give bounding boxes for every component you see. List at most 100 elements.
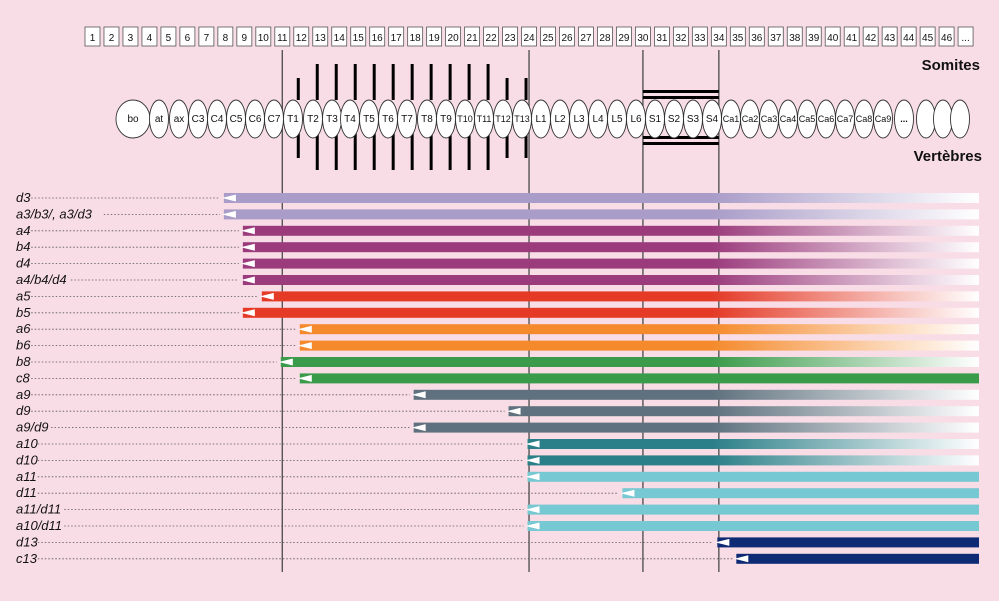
expression-bar [527,439,979,449]
somite-box: 15 [350,26,367,47]
gene-label: a4 [16,223,30,238]
vertebra: C5 [226,99,246,139]
sacral-bar [642,90,719,93]
vertebra: S4 [702,99,722,139]
sacral-bar [642,136,719,139]
somite-box: 34 [710,26,727,47]
vertebra-label: L5 [611,114,623,125]
vertebra-label: ... [900,114,908,124]
somite-number: 37 [770,33,782,44]
gene-row: a11/d11 [16,502,979,517]
somite-box: 40 [824,26,841,47]
vertebra-row: bo at ax C3 C4 C5 C6 C7 T1 T2 T3 T4 T5 T6 T7 T8 T9 T10 T11… [115,99,970,139]
somite-number: 17 [391,33,403,44]
vertebra-label: at [155,114,164,125]
somite-number: 7 [204,33,210,44]
vertebra-label: Ca5 [799,114,816,124]
vertebra-label: Ca1 [723,114,740,124]
gene-label: a5 [16,288,31,303]
expression-bar [527,504,979,515]
somite-box: 27 [578,26,594,47]
somite-box: 21 [464,26,481,47]
somite-number: 18 [410,33,422,44]
somite-number: 15 [353,33,365,44]
expression-bar [242,225,980,236]
gene-label: a11 [16,469,37,484]
anterior-limit-arrow [525,522,540,530]
somite-number: 36 [751,33,763,44]
gene-row: d9 [16,403,979,418]
vertebra: Ca1 [721,99,741,139]
expression-bar [622,488,979,499]
anterior-limit-arrow [221,210,236,218]
vertebra-label: L6 [630,114,642,125]
sacral-bar [642,96,719,99]
vertebrae-label: Vertèbres [914,148,982,165]
somite-row: 1 2 3 4 5 6 7 8 9 10 11 12 13 14 15 16 17 18 19 20 21 22 23 24 2… [84,26,974,47]
gene-row: a9/d9 [16,420,979,435]
somite-box: 13 [312,26,329,47]
sacral-bar [642,142,719,145]
somite-box: 36 [748,26,765,47]
vertebra: S3 [683,99,703,139]
gene-label: a10 [16,436,38,451]
somite-box: 4 [141,26,158,47]
expression-bar [261,291,979,302]
vertebra-label: S2 [668,114,681,125]
vertebra: C4 [207,99,227,139]
gene-row: b5 [16,305,980,320]
vertebra: ... [894,99,914,139]
vertebra: Ca4 [778,99,798,139]
somite-box: 3 [122,26,139,47]
gene-label: d13 [16,534,38,549]
vertebra: T8 [417,99,437,139]
vertebra: Ca3 [759,99,779,139]
somite-box: 19 [426,26,443,47]
vertebra-label: T13 [514,114,530,124]
anterior-limit-arrow [525,473,540,481]
vertebra-label: T1 [287,114,299,125]
vertebra-label: T11 [477,114,492,124]
somite-number: 45 [922,33,934,44]
somite-box: 35 [729,26,746,47]
vertebra: L1 [531,99,551,139]
somite-box: 37 [767,26,784,47]
somite-number: 3 [128,33,134,44]
anterior-limit-arrow [525,440,540,448]
gene-row: d4 [16,256,980,271]
anterior-limit-arrow [240,276,255,284]
somite-number: 27 [580,33,592,44]
somite-number: 22 [486,33,498,44]
gene-row: b8 [16,354,979,369]
vertebra: L5 [607,99,627,139]
gene-label: b8 [16,354,31,369]
vertebra-label: L4 [592,114,604,125]
somite-box: 9 [236,26,253,47]
somite-box: 20 [445,26,462,47]
vertebra: S2 [664,99,684,139]
gene-row: a4/b4/d4 [16,272,980,287]
vertebra-label: Ca7 [837,114,854,124]
vertebra: T6 [378,99,398,139]
somite-number: 16 [372,33,384,44]
somite-number: 20 [448,33,460,44]
gene-label: d9 [16,403,30,418]
somite-number: 1 [90,33,96,44]
expression-bar [413,389,979,400]
somite-box: 29 [616,26,632,47]
somite-number: 46 [941,33,953,44]
vertebra: Ca2 [740,99,760,139]
vertebra-label: S4 [706,114,719,125]
somite-number: 32 [675,33,687,44]
gene-label: d11 [16,485,37,500]
somite-box: 7 [198,26,215,47]
somite-box: 10 [255,26,272,47]
vertebra: T7 [397,99,417,139]
somite-number: 11 [277,33,288,44]
somite-box: 43 [881,26,898,47]
vertebra-label: C5 [230,114,243,125]
vertebra: T5 [359,99,379,139]
vertebra-label: T7 [401,114,413,125]
gene-row: a10/d11 [16,518,979,533]
